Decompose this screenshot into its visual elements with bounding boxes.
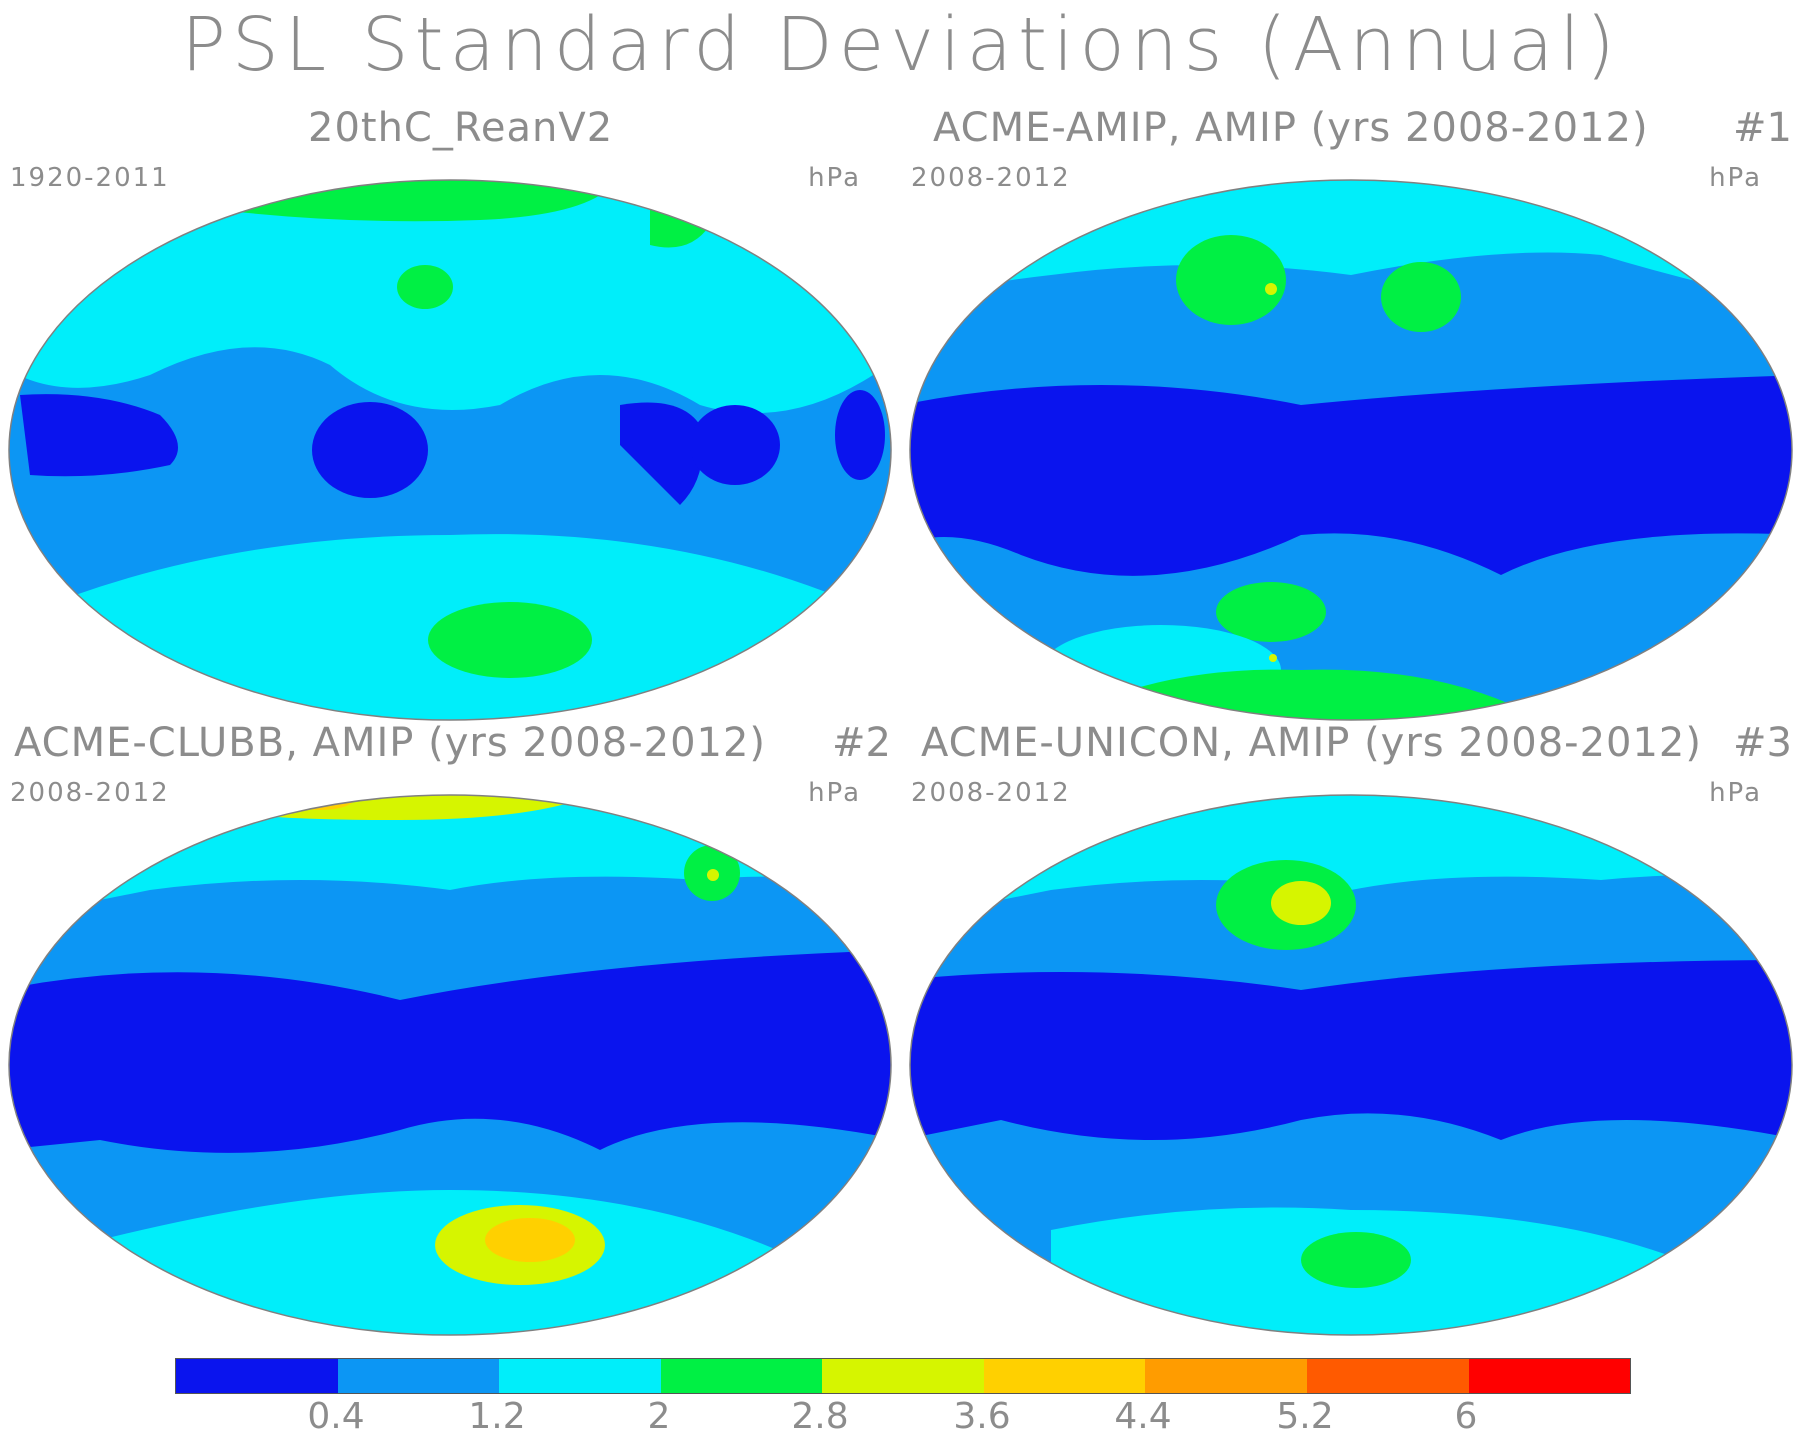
contour-greenland <box>1381 262 1461 332</box>
colorbar-swatch <box>983 1359 1146 1393</box>
panel-years: 2008-2012 <box>911 778 1071 808</box>
contour-antarctic-high <box>1301 1232 1411 1288</box>
contour-atlantic-low <box>690 405 780 485</box>
panel-number: #1 <box>1733 105 1792 151</box>
contour-antarctic-high <box>428 602 592 678</box>
contour-tropical-low <box>910 375 1792 576</box>
colorbar-labels: 0.4 1.2 2 2.8 3.6 4.4 5.2 6 <box>0 1396 1802 1437</box>
panel-title: ACME-AMIP, AMIP (yrs 2008-2012) <box>933 105 1649 151</box>
map-border <box>909 794 1793 1336</box>
panel-number: #2 <box>832 720 891 766</box>
panel-units: hPa <box>808 163 861 193</box>
colorbar-swatch <box>176 1359 338 1393</box>
contour-amazon-low <box>620 402 703 505</box>
contour-tropical-low <box>910 960 1792 1140</box>
main-title: PSL Standard Deviations (Annual) <box>181 2 1621 88</box>
contour-aleutian-peak <box>1271 881 1331 925</box>
map-border <box>8 179 892 721</box>
colorbar-tick-label: 6 <box>1454 1396 1478 1437</box>
colorbar-swatch <box>660 1359 823 1393</box>
colorbar-swatch <box>1145 1359 1307 1393</box>
colorbar-swatch <box>337 1359 500 1393</box>
contour-aleutian <box>1176 235 1286 325</box>
colorbar-swatch <box>499 1359 661 1393</box>
panel-title: ACME-CLUBB, AMIP (yrs 2008-2012) <box>14 720 767 766</box>
panel-clubb: ACME-CLUBB, AMIP (yrs 2008-2012) #2 2008… <box>0 720 901 1340</box>
colorbar-tick-label: 0.4 <box>307 1396 365 1437</box>
contour-greenland <box>1521 795 1601 820</box>
panel-years: 1920-2011 <box>10 163 170 193</box>
colorbar-tick-label: 1.2 <box>468 1396 526 1437</box>
map-reanalysis <box>8 179 892 721</box>
colorbar-tick-label: 5.2 <box>1276 1396 1334 1437</box>
contour-peak <box>707 869 719 881</box>
panel-amip: ACME-AMIP, AMIP (yrs 2008-2012) #1 2008-… <box>901 105 1802 725</box>
panel-years: 2008-2012 <box>911 163 1071 193</box>
contour-africa-low <box>835 390 885 480</box>
contour-pacific-low <box>312 402 428 498</box>
panel-units: hPa <box>1709 163 1762 193</box>
contour-south-pacific <box>1216 582 1326 642</box>
map-border <box>8 794 892 1336</box>
panel-title: ACME-UNICON, AMIP (yrs 2008-2012) <box>921 720 1702 766</box>
panel-reanalysis: 20thC_ReanV2 1920-2011 hPa <box>0 105 901 725</box>
panel-units: hPa <box>1709 778 1762 808</box>
colorbar-tick-label: 3.6 <box>953 1396 1011 1437</box>
panel-units: hPa <box>808 778 861 808</box>
map-clubb <box>8 794 892 1336</box>
contour-antarctic-peak <box>485 1218 575 1262</box>
panel-number: #3 <box>1733 720 1792 766</box>
colorbar-swatch <box>822 1359 984 1393</box>
panel-years: 2008-2012 <box>10 778 170 808</box>
contour-aleutian <box>397 265 453 309</box>
contour-tropical-low <box>9 950 891 1153</box>
map-amip <box>909 179 1793 721</box>
contour-indian-low <box>20 394 178 477</box>
colorbar-tick-label: 2.8 <box>791 1396 849 1437</box>
panel-unicon: ACME-UNICON, AMIP (yrs 2008-2012) #3 200… <box>901 720 1802 1340</box>
colorbar-tick-label: 4.4 <box>1114 1396 1172 1437</box>
contour-peak <box>1269 654 1277 662</box>
map-border <box>909 179 1793 721</box>
contour-peak <box>1265 283 1277 295</box>
map-unicon <box>909 794 1793 1336</box>
colorbar-swatch <box>1306 1359 1469 1393</box>
colorbar-swatch <box>1468 1359 1631 1393</box>
panel-title: 20thC_ReanV2 <box>308 105 614 151</box>
colorbar-tick-label: 2 <box>647 1396 671 1437</box>
colorbar <box>175 1358 1631 1394</box>
